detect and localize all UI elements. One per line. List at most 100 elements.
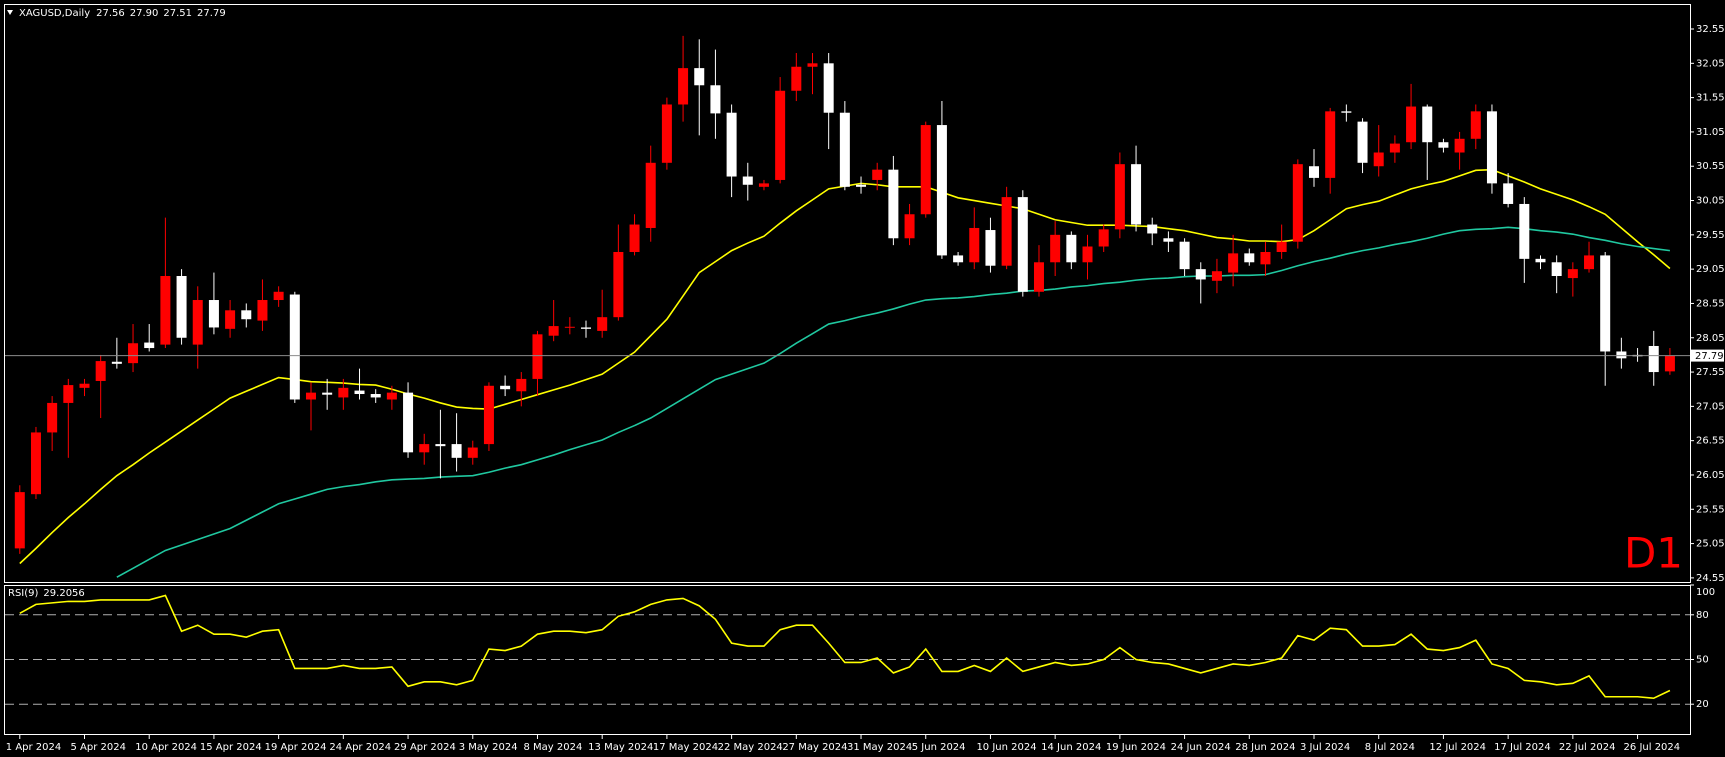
y-tick-label: 28.55 — [1696, 298, 1725, 309]
candle-body — [289, 294, 300, 400]
candle-body — [128, 343, 139, 364]
y-tick-label: 26.05 — [1696, 470, 1725, 481]
candle-body — [370, 394, 381, 398]
candle-body — [305, 392, 316, 400]
x-tick-label: 13 May 2024 — [588, 742, 653, 753]
x-tick-label: 17 Jul 2024 — [1494, 742, 1551, 753]
candle-body — [694, 68, 705, 86]
y-tick-label: 100 — [1696, 587, 1715, 598]
candle-body — [192, 300, 203, 345]
candle-body — [1309, 166, 1320, 178]
candle-body — [1373, 152, 1384, 167]
candle-body — [1551, 262, 1562, 277]
candle-body — [1292, 164, 1303, 242]
candle-body — [403, 392, 414, 453]
x-tick-label: 31 May 2024 — [847, 742, 912, 753]
candle-body — [30, 432, 41, 495]
x-tick-label: 22 May 2024 — [718, 742, 783, 753]
candle-body — [791, 66, 802, 91]
candle-body — [1147, 224, 1158, 234]
chart-title: XAGUSD,Daily — [19, 8, 90, 19]
candle-body — [435, 444, 446, 447]
candle-body — [985, 230, 996, 266]
candle-body — [581, 327, 592, 329]
y-tick-label: 30.55 — [1696, 161, 1725, 172]
candle-body — [516, 378, 527, 392]
candle-body — [1325, 111, 1336, 178]
rsi-value: 29.2056 — [43, 588, 84, 599]
candle-body — [1082, 246, 1093, 263]
candle-body — [1050, 234, 1061, 263]
x-tick-label: 12 Jul 2024 — [1429, 742, 1486, 753]
candle-body — [338, 387, 349, 398]
main-frame — [4, 4, 1691, 583]
candle-body — [678, 68, 689, 105]
candle-body — [1228, 253, 1239, 273]
y-tick-label: 31.05 — [1696, 127, 1725, 138]
y-tick-label: 30.05 — [1696, 196, 1725, 207]
x-tick-label: 27 May 2024 — [782, 742, 847, 753]
candle-body — [1195, 269, 1206, 280]
y-tick-label: 32.05 — [1696, 58, 1725, 69]
y-tick-label: 25.05 — [1696, 539, 1725, 550]
candle-body — [742, 176, 753, 185]
y-tick-label: 29.05 — [1696, 264, 1725, 275]
x-tick-label: 8 May 2024 — [523, 742, 582, 753]
x-tick-label: 5 Apr 2024 — [70, 742, 125, 753]
candle-body — [1438, 142, 1449, 148]
candle-body — [14, 492, 25, 549]
candle-body — [969, 227, 980, 263]
x-tick-label: 1 Apr 2024 — [6, 742, 61, 753]
x-tick-label: 3 Jul 2024 — [1300, 742, 1350, 753]
candle-body — [1357, 121, 1368, 163]
x-tick-label: 24 Jun 2024 — [1171, 742, 1231, 753]
candle-body — [920, 125, 931, 215]
candle-body — [1503, 183, 1514, 204]
price-tag-label: 27.79 — [1695, 351, 1724, 362]
candle-body — [79, 383, 90, 388]
price-tag — [1691, 349, 1724, 362]
candle-body — [257, 300, 268, 321]
candle-body — [1033, 262, 1044, 292]
rsi-title: RSI(9) — [8, 588, 39, 599]
candle-body — [1648, 345, 1659, 373]
candle-body — [1276, 241, 1287, 252]
candle-body — [1664, 355, 1675, 372]
candle-body — [775, 90, 786, 180]
candle-body — [1535, 258, 1546, 263]
menu-triangle[interactable] — [7, 10, 13, 15]
header-low: 27.51 — [163, 8, 192, 19]
x-tick-label: 22 Jul 2024 — [1559, 742, 1616, 753]
candle-body — [888, 169, 899, 239]
y-tick-label: 25.55 — [1696, 504, 1725, 515]
candle-body — [144, 342, 155, 349]
candle-body — [645, 162, 656, 228]
candle-body — [564, 326, 575, 328]
y-tick-label: 28.05 — [1696, 333, 1725, 344]
candle-body — [856, 184, 867, 187]
candle-body — [1001, 197, 1012, 266]
x-tick-label: 10 Apr 2024 — [135, 742, 197, 753]
x-tick-label: 8 Jul 2024 — [1365, 742, 1415, 753]
candle-body — [807, 63, 818, 67]
candle-body — [419, 444, 430, 453]
candle-body — [1211, 271, 1222, 281]
candle-body — [629, 224, 640, 252]
x-tick-label: 24 Apr 2024 — [329, 742, 391, 753]
candle-body — [904, 214, 915, 239]
candle-body — [1422, 106, 1433, 143]
x-tick-label: 29 Apr 2024 — [394, 742, 456, 753]
candle-body — [726, 112, 737, 177]
y-tick-label: 32.55 — [1696, 24, 1725, 35]
y-tick-label: 27.05 — [1696, 401, 1725, 412]
candle-body — [710, 85, 721, 114]
candle-body — [613, 251, 624, 318]
candle-body — [176, 276, 187, 338]
candle-body — [936, 125, 947, 256]
candle-body — [160, 276, 171, 345]
candle-body — [467, 447, 478, 458]
x-tick-label: 19 Apr 2024 — [265, 742, 327, 753]
candle-body — [1486, 111, 1497, 184]
candle-body — [1179, 241, 1190, 270]
